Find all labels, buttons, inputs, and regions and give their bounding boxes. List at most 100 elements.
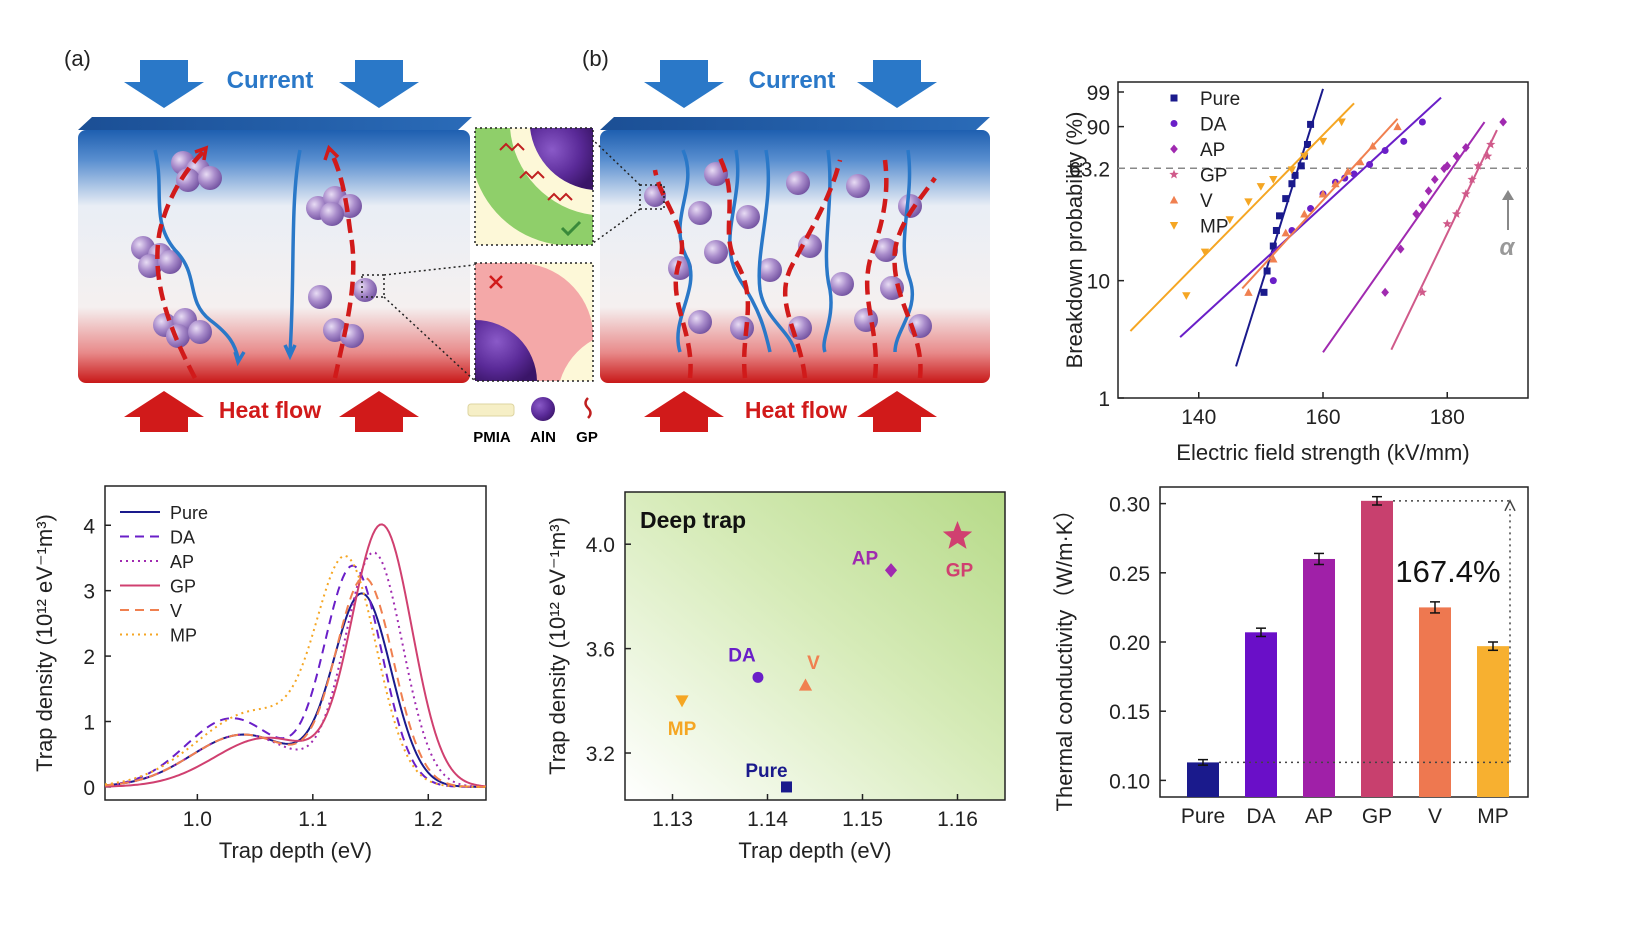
- data-point: [1300, 152, 1309, 161]
- thermal-conductivity-chart: 0.10 0.15 0.20 0.25 0.30 Thermal conductivity…: [1052, 486, 1529, 828]
- y-tick-label: 1: [1098, 388, 1110, 411]
- current-label: Current: [227, 67, 314, 94]
- data-point: [1288, 180, 1296, 188]
- y-tick-label: 0.20: [1109, 632, 1150, 655]
- point-pure: [781, 781, 792, 793]
- current-path: [153, 149, 240, 359]
- series-da: DA: [1170, 96, 1442, 338]
- point-mp: [675, 695, 689, 708]
- increase-arrow-head-icon: [1504, 499, 1516, 512]
- curve-gp: [104, 523, 487, 788]
- current-label: Current: [749, 67, 836, 94]
- series-mp: MP: [1129, 102, 1355, 332]
- alpha-arrow-head-icon: [1502, 190, 1514, 200]
- x-tick-label: V: [1428, 805, 1442, 828]
- data-point: [1256, 183, 1266, 191]
- legend-marker: [1170, 120, 1178, 127]
- trap-distribution-chart: 1.0 1.1 1.2 0 1 2 3 4 Trap depth (eV) Trap densit…: [32, 485, 487, 863]
- current-arrow-icon: [857, 60, 937, 108]
- data-point: [1337, 118, 1346, 127]
- legend-label: GP: [170, 577, 196, 597]
- legend-marker: [1170, 144, 1178, 154]
- heat-flow-label: Heat flow: [219, 397, 321, 423]
- pmia-legend-label: PMIA: [473, 429, 511, 446]
- y-tick-label: 0.25: [1109, 563, 1150, 586]
- x-axis-label: Electric field strength (kV/mm): [1176, 440, 1469, 465]
- data-point: [1318, 137, 1328, 146]
- inset-bad-interface: [474, 262, 594, 382]
- legend-marker: [1170, 94, 1178, 102]
- legend-marker: [1169, 222, 1179, 230]
- data-point: [1269, 277, 1277, 285]
- y-tick-label: 2: [83, 646, 95, 669]
- point-label-da: DA: [728, 645, 756, 666]
- bar-da: [1245, 632, 1277, 797]
- heat-arrow-icon: [339, 391, 419, 432]
- fit-line-ap: [1322, 121, 1486, 353]
- series-ap: AP: [104, 551, 487, 788]
- y-tick-label: 3.2: [586, 743, 615, 766]
- data-point: [1356, 157, 1365, 166]
- data-point: [1263, 267, 1271, 275]
- data-point: [1341, 174, 1349, 182]
- x-tick-label: 1.2: [414, 808, 443, 831]
- panel-label-b: (b): [582, 46, 609, 71]
- legend-label: Pure: [1200, 89, 1240, 110]
- legend-label: MP: [170, 626, 197, 646]
- data-point: [1443, 161, 1452, 171]
- data-point: [1244, 198, 1253, 207]
- data-point: [1417, 287, 1428, 297]
- x-axis-label: Trap depth (eV): [219, 838, 372, 863]
- x-tick-label: 1.1: [298, 808, 327, 831]
- current-arrow-icon: [339, 60, 419, 108]
- data-point: [1307, 120, 1315, 128]
- y-tick-label: 3: [83, 581, 95, 604]
- composite-slab: [600, 130, 990, 383]
- x-tick-label: AP: [1305, 805, 1333, 828]
- y-tick-label: 3.6: [586, 639, 615, 662]
- curve-v: [104, 576, 487, 788]
- data-point: [1462, 143, 1470, 153]
- data-point: [1381, 287, 1389, 297]
- bar-v: [1419, 607, 1451, 797]
- curve-mp: [104, 554, 487, 788]
- cross-icon: [489, 275, 503, 289]
- chart-title: Deep trap: [640, 507, 746, 533]
- schematic-b: (b) Current: [582, 46, 990, 432]
- fit-line-da: [1179, 96, 1442, 338]
- y-tick-label: 0: [83, 777, 95, 800]
- data-point: [1467, 174, 1477, 184]
- data-point: [1418, 200, 1427, 210]
- data-point: [1499, 117, 1508, 127]
- y-tick-label: 63.2: [1069, 158, 1110, 181]
- data-point: [1200, 248, 1210, 257]
- trap-scatter-chart: Deep trap 1.13 1.14 1.15 1.16 3.2 3.6 4.0 Trap d…: [545, 491, 1006, 863]
- data-point: [1396, 244, 1405, 254]
- y-tick-label: 4: [83, 515, 95, 538]
- heat-paths: [652, 157, 937, 379]
- current-path: [288, 149, 302, 353]
- inset-good-interface: [474, 127, 594, 246]
- y-axis-label: Breakdown probability (%): [1062, 112, 1087, 369]
- data-point: [1303, 141, 1311, 149]
- y-tick-label: 0.30: [1109, 494, 1150, 517]
- data-point: [1473, 160, 1483, 170]
- legend-label: DA: [1200, 115, 1227, 136]
- gp-legend-swatch: [584, 397, 592, 419]
- x-tick-label: 1.15: [842, 808, 883, 831]
- legend-marker: [1169, 169, 1179, 179]
- y-tick-label: 0.10: [1109, 770, 1150, 793]
- data-point: [1282, 195, 1290, 203]
- series-gp: GP: [104, 523, 487, 788]
- data-point: [1442, 218, 1452, 228]
- data-point: [1260, 288, 1268, 296]
- plot-frame: [624, 491, 1006, 801]
- schematic-a: (a) Current Heat flow: [64, 46, 475, 432]
- x-tick-label: GP: [1362, 805, 1392, 828]
- current-arrow-icon: [124, 60, 204, 108]
- data-point: [1461, 189, 1471, 198]
- data-point: [1381, 147, 1389, 155]
- legend-marker: [1169, 195, 1179, 204]
- current-arrow-icon: [644, 60, 724, 108]
- schematic-legend: PMIA AlN GP: [467, 397, 598, 446]
